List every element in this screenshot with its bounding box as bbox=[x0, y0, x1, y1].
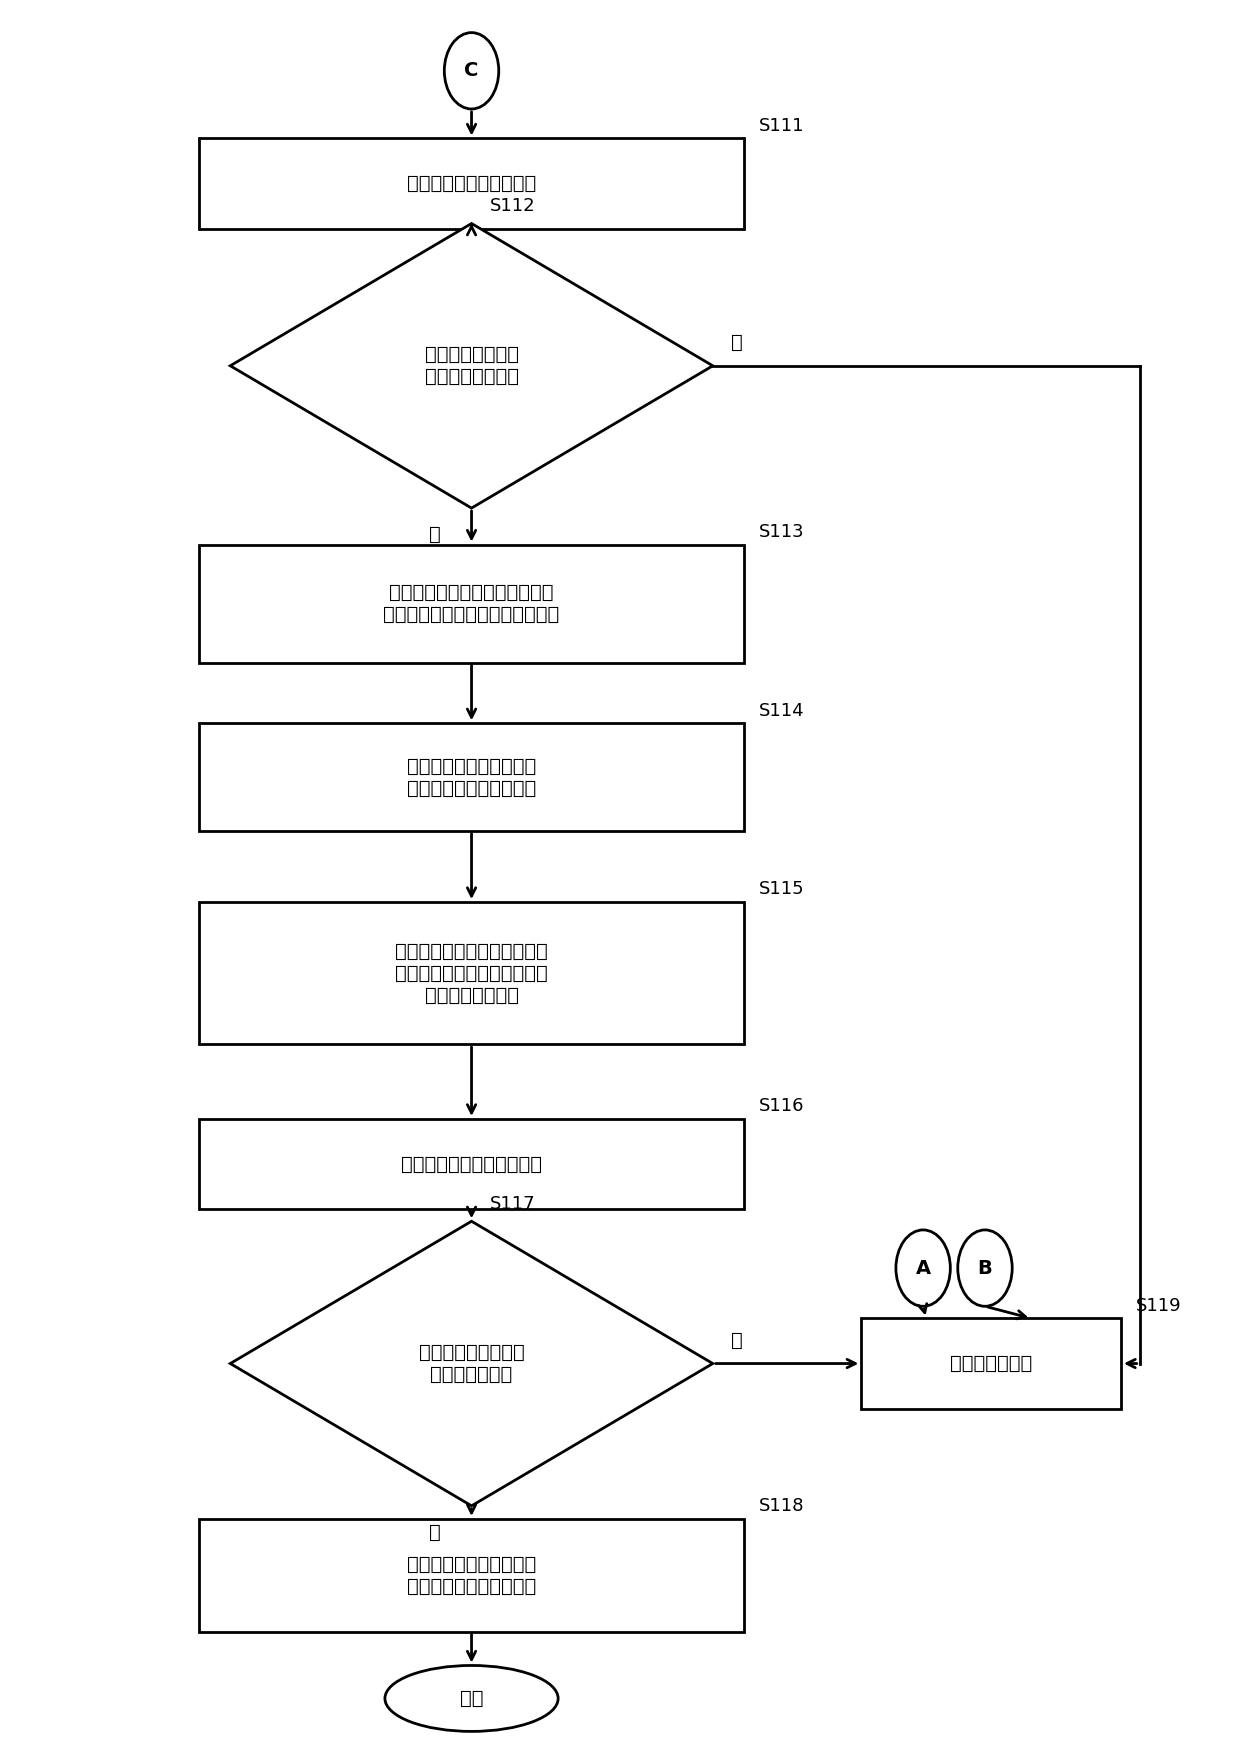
Text: S119: S119 bbox=[1136, 1297, 1182, 1316]
Text: S116: S116 bbox=[759, 1097, 804, 1116]
Text: S111: S111 bbox=[759, 116, 804, 136]
Text: 判断该些连接口是
否处于异常状态？: 判断该些连接口是 否处于异常状态？ bbox=[424, 346, 518, 386]
Text: 传送出第三异常信号，并发送出
代表切换信息的第三实时信息信号: 传送出第三异常信号，并发送出 代表切换信息的第三实时信息信号 bbox=[383, 582, 559, 624]
FancyBboxPatch shape bbox=[200, 1119, 744, 1210]
FancyBboxPatch shape bbox=[200, 1519, 744, 1632]
Text: 判断该些连接口是否
处于异常状态？: 判断该些连接口是否 处于异常状态？ bbox=[419, 1343, 525, 1383]
Text: 使用者依据第三实时信息
信号的指示重新启动电脑: 使用者依据第三实时信息 信号的指示重新启动电脑 bbox=[407, 756, 536, 798]
Text: S118: S118 bbox=[759, 1498, 804, 1516]
Text: S114: S114 bbox=[759, 702, 805, 720]
Text: 发送出一告知信号，据以
告知使用者异常排除失败: 发送出一告知信号，据以 告知使用者异常排除失败 bbox=[407, 1556, 536, 1595]
FancyBboxPatch shape bbox=[200, 902, 744, 1045]
FancyBboxPatch shape bbox=[862, 1319, 1121, 1410]
Polygon shape bbox=[231, 224, 713, 507]
Text: 否: 否 bbox=[732, 334, 743, 351]
FancyBboxPatch shape bbox=[200, 544, 744, 662]
Circle shape bbox=[897, 1231, 950, 1307]
FancyBboxPatch shape bbox=[200, 139, 744, 229]
Text: 执行一开机程序: 执行一开机程序 bbox=[950, 1354, 1032, 1373]
Text: 第一处理模块自驱动第一基本
输入输出系统切换为驱动第二
基本输入输出系统: 第一处理模块自驱动第一基本 输入输出系统切换为驱动第二 基本输入输出系统 bbox=[396, 942, 548, 1005]
Circle shape bbox=[444, 33, 498, 109]
Text: 发送出第二重新启动信号: 发送出第二重新启动信号 bbox=[407, 174, 536, 193]
Text: B: B bbox=[977, 1258, 992, 1277]
Text: 是: 是 bbox=[429, 1522, 440, 1542]
FancyBboxPatch shape bbox=[200, 723, 744, 831]
Text: 是: 是 bbox=[429, 525, 440, 544]
Text: 否: 否 bbox=[732, 1331, 743, 1350]
Text: S117: S117 bbox=[490, 1194, 536, 1213]
Ellipse shape bbox=[384, 1665, 558, 1731]
Polygon shape bbox=[231, 1222, 713, 1505]
Text: S112: S112 bbox=[490, 196, 536, 216]
Text: S115: S115 bbox=[759, 881, 805, 899]
Circle shape bbox=[957, 1231, 1012, 1307]
Text: 发送出一第一重新启动信号: 发送出一第一重新启动信号 bbox=[401, 1154, 542, 1173]
Text: C: C bbox=[464, 61, 479, 80]
Text: A: A bbox=[915, 1258, 931, 1277]
Text: S113: S113 bbox=[759, 523, 805, 541]
Text: 结束: 结束 bbox=[460, 1689, 484, 1708]
